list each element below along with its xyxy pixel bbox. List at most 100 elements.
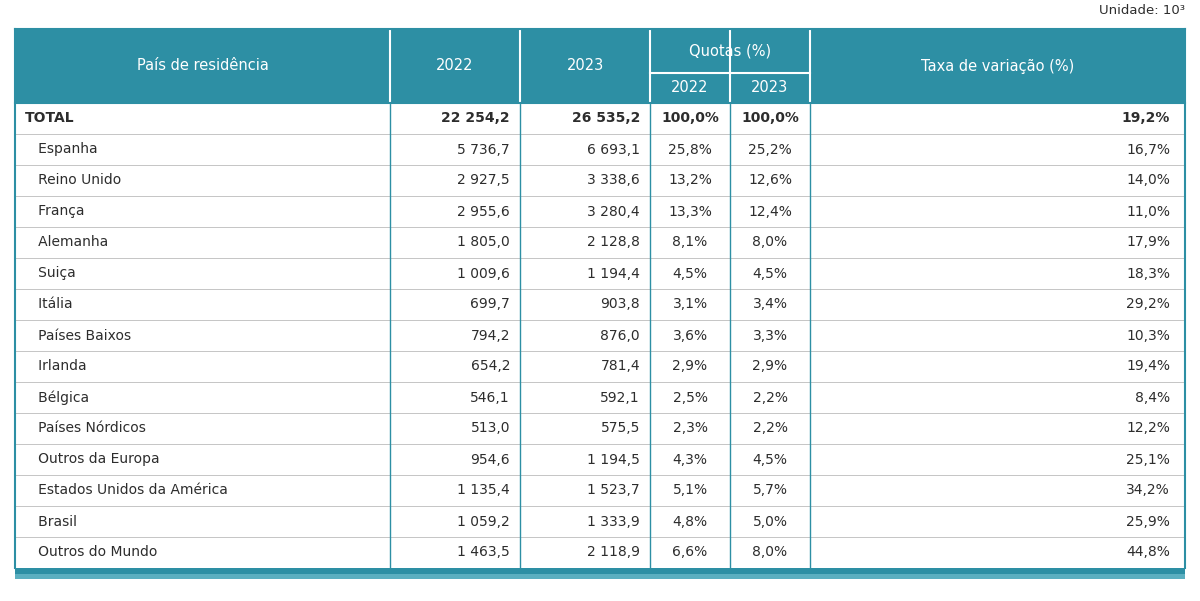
Bar [14,29,1186,103]
Text: 2,5%: 2,5% [672,391,708,404]
Text: 592,1: 592,1 [600,391,640,404]
Text: 8,4%: 8,4% [1135,391,1170,404]
Text: TOTAL: TOTAL [25,112,74,126]
Text: 100,0%: 100,0% [742,112,799,126]
Text: País de residência: País de residência [137,58,269,73]
Text: França: França [25,204,84,219]
Text: Suiça: Suiça [25,266,76,281]
Text: 44,8%: 44,8% [1126,546,1170,560]
Text: 1 523,7: 1 523,7 [587,483,640,498]
Text: 8,1%: 8,1% [672,236,708,249]
Text: 2,2%: 2,2% [752,391,787,404]
Text: 1 194,5: 1 194,5 [587,453,640,466]
Text: Itália: Itália [25,297,73,311]
Text: 19,2%: 19,2% [1122,112,1170,126]
Text: 25,8%: 25,8% [668,142,712,156]
Text: 8,0%: 8,0% [752,236,787,249]
Text: 654,2: 654,2 [470,359,510,373]
Text: 513,0: 513,0 [470,421,510,436]
Text: Países Baixos: Países Baixos [25,329,131,343]
Text: 954,6: 954,6 [470,453,510,466]
Text: 25,2%: 25,2% [748,142,792,156]
Text: 29,2%: 29,2% [1126,297,1170,311]
Text: 1 059,2: 1 059,2 [457,514,510,528]
Bar [14,351,1186,382]
Bar [14,506,1186,537]
Text: Brasil: Brasil [25,514,77,528]
Text: 17,9%: 17,9% [1126,236,1170,249]
Text: 4,3%: 4,3% [672,453,708,466]
Bar [14,289,1186,320]
Text: 4,8%: 4,8% [672,514,708,528]
Text: 14,0%: 14,0% [1126,174,1170,188]
Text: 3 338,6: 3 338,6 [587,174,640,188]
Text: Quotas (%): Quotas (%) [689,43,772,58]
Text: Reino Unido: Reino Unido [25,174,121,188]
Text: Espanha: Espanha [25,142,97,156]
Text: 2023: 2023 [751,81,788,96]
Text: Irlanda: Irlanda [25,359,86,373]
Text: 5,1%: 5,1% [672,483,708,498]
Text: 2,9%: 2,9% [672,359,708,373]
Text: 699,7: 699,7 [470,297,510,311]
Text: 2,3%: 2,3% [672,421,708,436]
Text: 876,0: 876,0 [600,329,640,343]
Text: Bélgica: Bélgica [25,390,89,404]
Text: 575,5: 575,5 [601,421,640,436]
Text: 2023: 2023 [566,58,604,73]
Text: 34,2%: 34,2% [1127,483,1170,498]
Text: 6 693,1: 6 693,1 [587,142,640,156]
Text: 1 194,4: 1 194,4 [587,266,640,281]
Text: 3,4%: 3,4% [752,297,787,311]
Text: 3 280,4: 3 280,4 [587,204,640,219]
Text: 781,4: 781,4 [600,359,640,373]
Text: 1 805,0: 1 805,0 [457,236,510,249]
Text: 5 736,7: 5 736,7 [457,142,510,156]
Bar [14,382,1186,413]
Text: Outros do Mundo: Outros do Mundo [25,546,157,560]
Text: 6,6%: 6,6% [672,546,708,560]
Bar [14,574,1186,579]
Text: 10,3%: 10,3% [1126,329,1170,343]
Text: 26 535,2: 26 535,2 [571,112,640,126]
Text: 8,0%: 8,0% [752,546,787,560]
Text: Países Nórdicos: Países Nórdicos [25,421,146,436]
Text: 2,9%: 2,9% [752,359,787,373]
Text: 2 128,8: 2 128,8 [587,236,640,249]
Text: Unidade: 10³: Unidade: 10³ [1099,4,1186,17]
Text: 5,7%: 5,7% [752,483,787,498]
Bar [14,134,1186,165]
Text: 12,2%: 12,2% [1126,421,1170,436]
Text: 11,0%: 11,0% [1126,204,1170,219]
Text: 2 955,6: 2 955,6 [457,204,510,219]
Text: 4,5%: 4,5% [672,266,708,281]
Text: 2022: 2022 [671,81,709,96]
Bar [14,568,1186,574]
Bar [14,537,1186,568]
Text: 22 254,2: 22 254,2 [442,112,510,126]
Text: 5,0%: 5,0% [752,514,787,528]
Bar [14,475,1186,506]
Bar [14,320,1186,351]
Text: 19,4%: 19,4% [1126,359,1170,373]
Text: 2 118,9: 2 118,9 [587,546,640,560]
Bar [14,165,1186,196]
Text: 794,2: 794,2 [470,329,510,343]
Text: 25,1%: 25,1% [1126,453,1170,466]
Text: 1 463,5: 1 463,5 [457,546,510,560]
Bar [14,258,1186,289]
Text: 100,0%: 100,0% [661,112,719,126]
Bar [14,413,1186,444]
Text: 25,9%: 25,9% [1126,514,1170,528]
Text: 1 135,4: 1 135,4 [457,483,510,498]
Text: 546,1: 546,1 [470,391,510,404]
Text: Estados Unidos da América: Estados Unidos da América [25,483,228,498]
Text: 4,5%: 4,5% [752,453,787,466]
Text: Alemanha: Alemanha [25,236,108,249]
Text: 1 333,9: 1 333,9 [587,514,640,528]
Text: 2022: 2022 [437,58,474,73]
Bar [14,444,1186,475]
Text: 3,3%: 3,3% [752,329,787,343]
Text: 18,3%: 18,3% [1126,266,1170,281]
Text: 2 927,5: 2 927,5 [457,174,510,188]
